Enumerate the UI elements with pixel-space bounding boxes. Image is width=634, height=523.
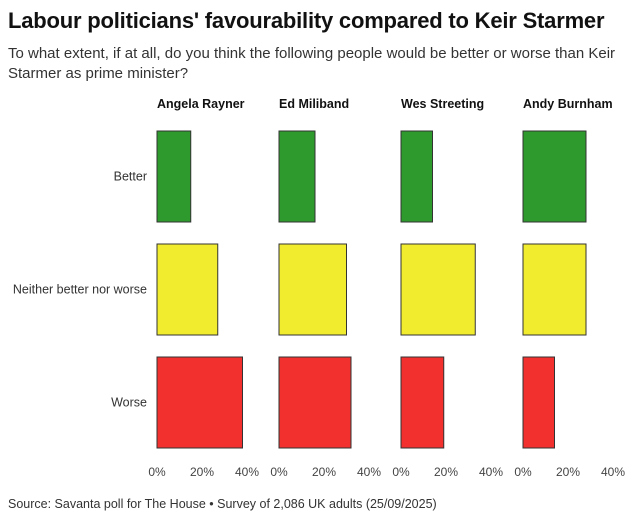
chart-source: Source: Savanta poll for The House • Sur… [8, 497, 437, 511]
panel-label-ed-miliband: Ed Miliband [279, 97, 349, 111]
x-tick-andy-burnham-0: 0% [514, 465, 532, 479]
x-tick-andy-burnham-1: 20% [556, 465, 580, 479]
x-tick-angela-rayner-1: 20% [190, 465, 214, 479]
bar-ed-miliband-worse [278, 356, 352, 449]
bar-wes-streeting-better [400, 130, 433, 223]
bar-ed-miliband-better [278, 130, 316, 223]
panel-label-angela-rayner: Angela Rayner [157, 97, 245, 111]
x-tick-andy-burnham-2: 40% [601, 465, 625, 479]
bar-wes-streeting-worse [400, 356, 445, 449]
x-tick-wes-streeting-0: 0% [392, 465, 410, 479]
x-tick-ed-miliband-0: 0% [270, 465, 288, 479]
bar-angela-rayner-better [156, 130, 192, 223]
category-label-worse: Worse [111, 396, 147, 410]
x-tick-angela-rayner-2: 40% [235, 465, 259, 479]
x-tick-wes-streeting-1: 20% [434, 465, 458, 479]
panel-label-andy-burnham: Andy Burnham [523, 97, 613, 111]
bar-ed-miliband-neither-better-nor-worse [278, 243, 347, 336]
bar-wes-streeting-neither-better-nor-worse [400, 243, 476, 336]
chart-subtitle: To what extent, if at all, do you think … [8, 45, 616, 82]
category-label-better: Better [114, 170, 147, 184]
bar-andy-burnham-better [522, 130, 587, 223]
bar-angela-rayner-neither-better-nor-worse [156, 243, 219, 336]
bar-andy-burnham-neither-better-nor-worse [522, 243, 587, 336]
x-tick-angela-rayner-0: 0% [148, 465, 166, 479]
x-tick-wes-streeting-2: 40% [479, 465, 503, 479]
bar-andy-burnham-worse [522, 356, 555, 449]
chart-title: Labour politicians' favourability compar… [8, 8, 605, 33]
panel-label-wes-streeting: Wes Streeting [401, 97, 484, 111]
category-label-neither-better-nor-worse: Neither better nor worse [13, 283, 147, 297]
x-tick-ed-miliband-2: 40% [357, 465, 381, 479]
x-tick-ed-miliband-1: 20% [312, 465, 336, 479]
bar-angela-rayner-worse [156, 356, 243, 449]
